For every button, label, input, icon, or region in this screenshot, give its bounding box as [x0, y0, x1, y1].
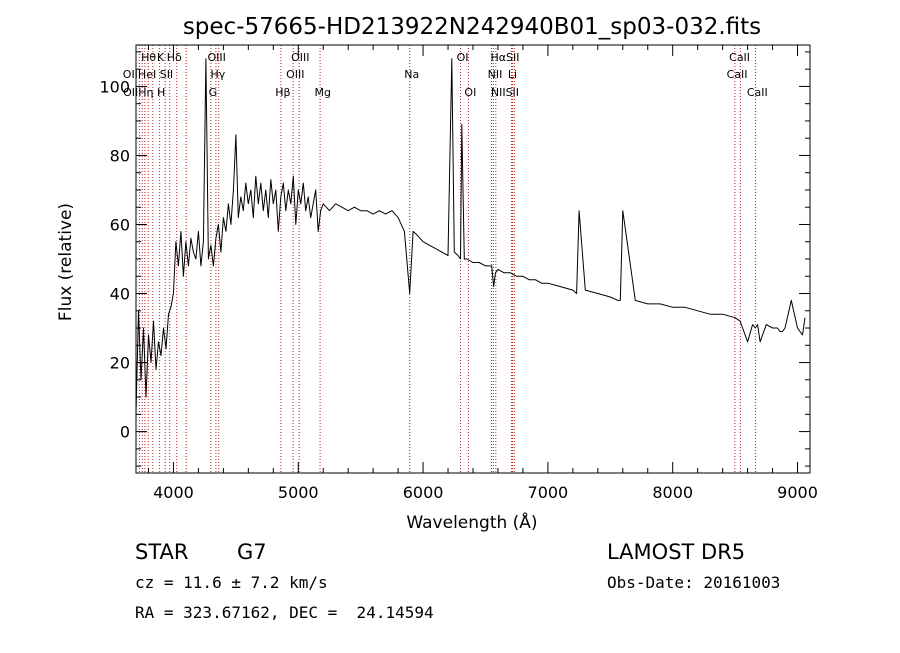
chart-title: spec-57665-HD213922N242940B01_sp03-032.f… [183, 14, 761, 40]
line-annotation: OI [457, 51, 469, 64]
line-annotation: Mg [314, 86, 330, 99]
line-annotation: K [157, 51, 165, 64]
line-annotation: Hθ [141, 51, 156, 64]
line-annotation: Na [404, 68, 419, 81]
y-tick-label: 20 [110, 354, 130, 373]
line-annotation: Li [508, 68, 517, 81]
y-axis-label: Flux (relative) [56, 203, 76, 321]
line-marker-layer [138, 45, 756, 473]
y-tick-label: 0 [120, 423, 130, 442]
line-annotation: OIIHeI SII [123, 68, 173, 81]
line-annotation: CaII [747, 86, 768, 99]
redshift-readout: cz = 11.6 ± 7.2 km/s [135, 573, 328, 592]
line-annotation: OIII [207, 51, 225, 64]
line-annotation: OIII [286, 68, 304, 81]
x-tick-label: 7000 [528, 483, 569, 502]
line-annotation: Hβ [275, 86, 290, 99]
object-class: STAR [135, 540, 189, 564]
line-annotation: OIIHη H [123, 86, 165, 99]
line-annotation: CaII [729, 51, 750, 64]
spectrum-line [135, 58, 806, 415]
line-annotation: OI [464, 86, 476, 99]
line-annotation: G [209, 86, 218, 99]
x-tick-label: 5000 [278, 483, 319, 502]
survey-name: LAMOST DR5 [607, 540, 746, 564]
x-tick-label: 9000 [777, 483, 818, 502]
axes-layer: 4000 5000 6000 7000 8000 9000 0 20 40 60 80 100 [99, 44, 818, 502]
line-annotation: NII [488, 68, 503, 81]
line-annotation-layer: Hθ K Hδ OIII OIII OI HαSII CaII OIIHeI SII Hγ OIII… [123, 51, 768, 99]
line-annotation: Hγ [210, 68, 225, 81]
x-tick-label: 8000 [652, 483, 693, 502]
x-tick-label: 6000 [403, 483, 444, 502]
plot-frame [135, 44, 811, 474]
object-subclass: G7 [237, 540, 267, 564]
line-annotation: NIISII [491, 86, 519, 99]
line-annotation: OIII [291, 51, 309, 64]
line-annotation: HαSII [490, 51, 519, 64]
line-annotation: CaII [727, 68, 748, 81]
y-tick-label: 60 [110, 215, 130, 234]
spectrum-layer [135, 58, 806, 415]
y-tick-label: 40 [110, 285, 130, 304]
x-axis-label: Wavelength (Å) [406, 511, 537, 533]
coordinates-readout: RA = 323.67162, DEC = 24.14594 [135, 603, 434, 622]
y-tick-label: 100 [99, 77, 130, 96]
line-annotation: Hδ [167, 51, 182, 64]
y-tick-label: 80 [110, 146, 130, 165]
observation-date: Obs-Date: 20161003 [607, 573, 781, 592]
x-tick-label: 4000 [153, 483, 194, 502]
